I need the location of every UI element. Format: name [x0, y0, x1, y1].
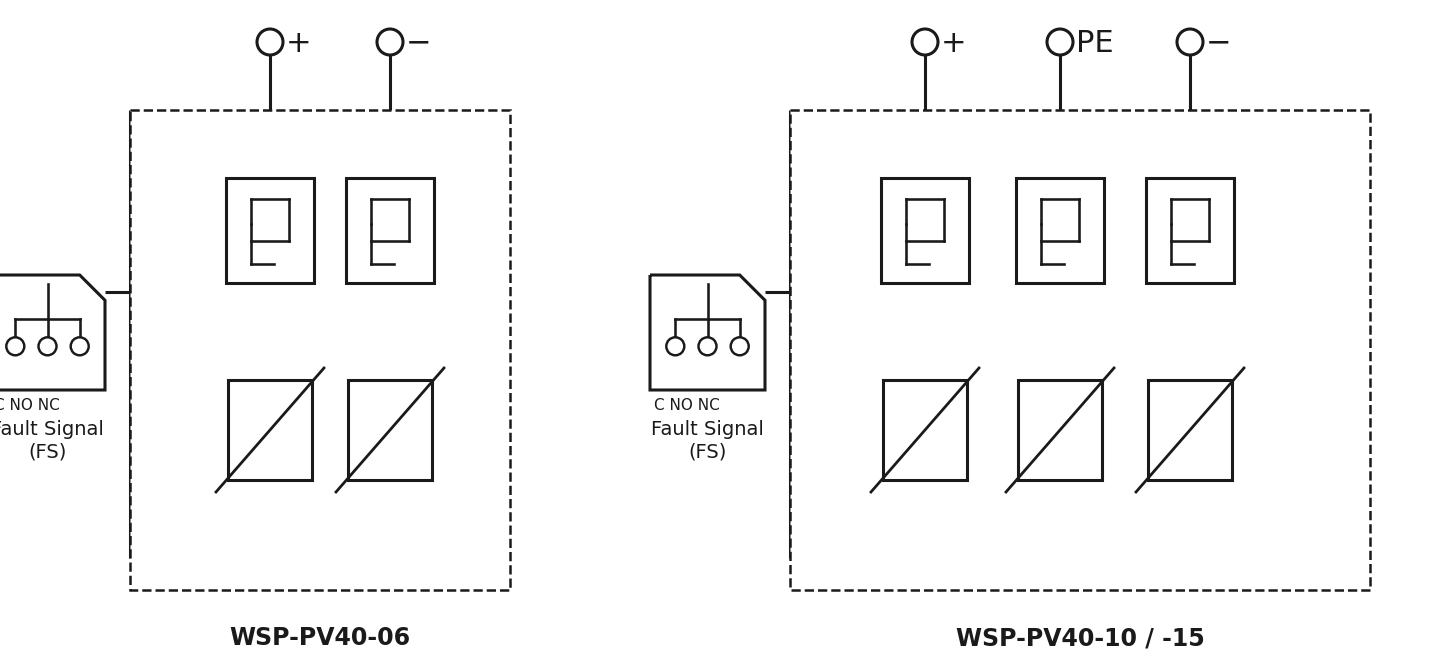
Text: WSP-PV40-06: WSP-PV40-06: [229, 626, 411, 650]
Circle shape: [6, 337, 25, 355]
Text: (FS): (FS): [29, 442, 67, 461]
Bar: [228, 380, 312, 480]
Circle shape: [731, 337, 749, 355]
Bar: [1016, 178, 1104, 283]
Text: Fault Signal: Fault Signal: [651, 420, 763, 439]
Text: +: +: [942, 29, 966, 57]
Text: −: −: [406, 29, 431, 57]
Circle shape: [377, 29, 403, 55]
Circle shape: [257, 29, 283, 55]
Text: +: +: [286, 29, 312, 57]
Bar: [789, 110, 1370, 590]
Bar: [1019, 380, 1101, 480]
Text: C NO NC: C NO NC: [654, 398, 720, 413]
Bar: [348, 380, 432, 480]
Bar: [345, 178, 434, 283]
Circle shape: [1177, 29, 1203, 55]
Bar: [1148, 380, 1232, 480]
Bar: [226, 178, 313, 283]
Circle shape: [698, 337, 717, 355]
Circle shape: [71, 337, 89, 355]
Bar: [884, 380, 966, 480]
Circle shape: [1048, 29, 1072, 55]
Circle shape: [39, 337, 57, 355]
Bar: [1146, 178, 1233, 283]
Text: (FS): (FS): [688, 442, 727, 461]
Text: C NO NC: C NO NC: [0, 398, 59, 413]
Bar: [881, 178, 969, 283]
Text: WSP-PV40-10 / -15: WSP-PV40-10 / -15: [956, 626, 1204, 650]
Text: −: −: [1206, 29, 1232, 57]
Circle shape: [666, 337, 685, 355]
Circle shape: [913, 29, 937, 55]
Text: PE: PE: [1077, 29, 1113, 57]
Text: Fault Signal: Fault Signal: [0, 420, 104, 439]
Bar: [131, 110, 509, 590]
